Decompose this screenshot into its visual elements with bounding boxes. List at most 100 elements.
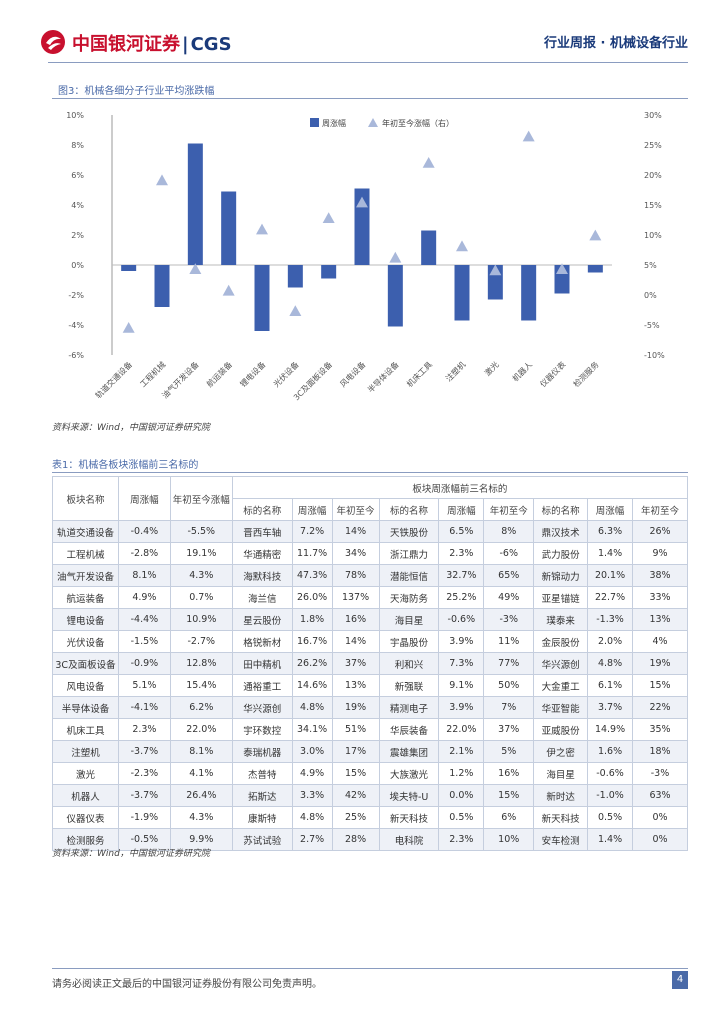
table-cell: 2.3% [117, 718, 171, 741]
y-tick-left: 8% [71, 141, 84, 150]
marker-ytd [356, 196, 368, 208]
figure-source: 资料来源：Wind，中国银河证券研究院 [52, 423, 210, 433]
table-cell: 亚威股份 [533, 718, 589, 741]
bar-weekly [454, 265, 470, 321]
table-cell: 格锐新材 [231, 630, 293, 653]
table-cell: 28% [331, 828, 380, 851]
table-cell: 仪器仪表 [52, 806, 119, 829]
table-cell: 18% [632, 740, 688, 763]
table-cell: 2.1% [438, 740, 485, 763]
table-cell: -2.8% [117, 542, 171, 565]
legend-bar-label: 周涨幅 [322, 118, 346, 128]
table-row: 机床工具 2.3% 22.0% 宇环数控 34.1% 51% 华辰装备 22.0% 37% 亚威股… [52, 718, 688, 741]
table-cell: 新天科技 [533, 806, 589, 829]
table-cell: 34% [331, 542, 380, 565]
table-row: 工程机械 -2.8% 19.1% 华通精密 11.7% 34% 浙江鼎力 2.3% -6% 武力股… [52, 542, 688, 565]
table-cell: 0.5% [587, 806, 633, 829]
table-cell: 11% [483, 630, 535, 653]
logo-text: 中国银河证券 | CGS [72, 30, 232, 56]
table-row: 激光 -2.3% 4.1% 杰普特 4.9% 15% 大族激光 1.2% 16% 海目星 -0.6%… [52, 762, 688, 785]
bar-weekly [287, 265, 303, 288]
y-tick-right: 25% [644, 141, 662, 150]
table-cell: -3% [632, 762, 688, 785]
marker-ytd [189, 263, 202, 274]
bar-weekly [354, 188, 370, 265]
table-cell: 6.3% [587, 520, 633, 543]
table-cell: 0% [632, 828, 688, 851]
y-tick-right: -10% [644, 351, 665, 360]
y-tick-right: 20% [644, 171, 662, 180]
table-row: 机器人 -3.7% 26.4% 拓斯达 3.3% 42% 埃夫特-U 0.0% 15% 新时达 -1… [52, 784, 688, 807]
table-row: 注塑机 -3.7% 8.1% 泰瑞机器 3.0% 17% 震雄集团 2.1% 5% 伊之密 1.6%… [52, 740, 688, 763]
x-tick-label: 风电设备 [338, 359, 368, 389]
col-header-stock3: 标的名称 [533, 498, 589, 521]
table-cell: 4.1% [169, 762, 233, 785]
marker-ytd [122, 322, 135, 333]
table-cell: 65% [483, 564, 535, 587]
table-cell: 26% [632, 520, 688, 543]
bar-weekly [121, 265, 137, 271]
y-tick-right: 15% [644, 201, 662, 210]
table-cell: 14.9% [587, 718, 633, 741]
y-tick-left: -6% [68, 351, 84, 360]
table-cell: 金辰股份 [533, 630, 589, 653]
x-tick-label: 轨道交通设备 [93, 359, 134, 400]
table-cell: 新天科技 [378, 806, 440, 829]
table-cell: 注塑机 [52, 740, 119, 763]
table-cell: 25.2% [438, 586, 485, 609]
table-cell: 8.1% [169, 740, 233, 763]
table-cell: 5.1% [117, 674, 171, 697]
table-cell: 14% [331, 630, 380, 653]
col-header-ytd: 年初至今涨幅 [169, 476, 233, 521]
table-cell: 鼎汉技术 [533, 520, 589, 543]
x-tick-label: 检测服务 [571, 359, 601, 389]
top-stocks-table: 板块名称 周涨幅 年初至今涨幅 板块周涨幅前三名标的 标的名称 周涨幅 年初至今… [52, 476, 689, 851]
marker-ytd [156, 174, 168, 186]
table-cell: 10.9% [169, 608, 233, 631]
table-cell: 20.1% [587, 564, 633, 587]
table-cell: -0.9% [117, 652, 171, 675]
table-cell: -0.5% [117, 828, 171, 851]
marker-ytd [322, 212, 335, 223]
table-cell: 19% [632, 652, 688, 675]
table-cell: 华亚智能 [533, 696, 589, 719]
figure-divider [52, 98, 688, 99]
x-tick-label: 注塑机 [443, 359, 467, 383]
bar-weekly [221, 191, 237, 265]
table-cell: 22.0% [169, 718, 233, 741]
table-cell: 3C及面板设备 [52, 652, 119, 675]
table-cell: 华辰装备 [378, 718, 440, 741]
table-cell: 6.2% [169, 696, 233, 719]
table-cell: 2.3% [438, 542, 485, 565]
table-cell: 工程机械 [52, 542, 119, 565]
table-cell: 14.6% [291, 674, 333, 697]
marker-ytd [556, 263, 568, 274]
footer-divider [52, 968, 688, 969]
table-cell: 天海防务 [378, 586, 440, 609]
table-cell: 伊之密 [533, 740, 589, 763]
table-cell: 78% [331, 564, 380, 587]
table-cell: 26.2% [291, 652, 333, 675]
table-row: 检测服务 -0.5% 9.9% 苏试试验 2.7% 28% 电科院 2.3% 10% 安车检测 1.… [52, 828, 688, 851]
bar-weekly [587, 265, 603, 273]
table-cell: 通裕重工 [231, 674, 293, 697]
table-cell: 4.3% [169, 564, 233, 587]
table-cell: 天铁股份 [378, 520, 440, 543]
table-cell: 3.9% [438, 696, 485, 719]
bar-weekly [421, 230, 437, 265]
table-cell: 6.1% [587, 674, 633, 697]
table-cell: -1.3% [587, 608, 633, 631]
table-cell: 16.7% [291, 630, 333, 653]
table-cell: 田中精机 [231, 652, 293, 675]
col-header-stock2-week: 周涨幅 [438, 498, 485, 521]
table-cell: -3.7% [117, 784, 171, 807]
report-category: 行业周报 · 机械设备行业 [544, 36, 688, 51]
table-cell: 4.8% [291, 696, 333, 719]
x-tick-label: 仪器仪表 [538, 359, 568, 389]
table-cell: 半导体设备 [52, 696, 119, 719]
legend-marker-swatch [368, 118, 378, 127]
table-cell: 璞泰来 [533, 608, 589, 631]
table-cell: 15.4% [169, 674, 233, 697]
table-cell: -4.1% [117, 696, 171, 719]
table-cell: 7.3% [438, 652, 485, 675]
